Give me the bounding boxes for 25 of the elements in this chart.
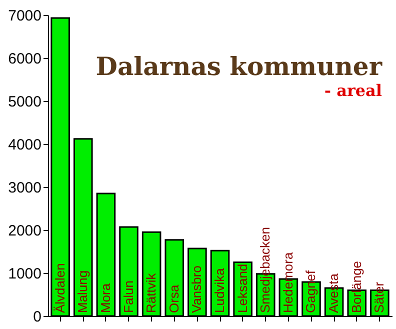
y-tick-label: 1000 (8, 266, 42, 282)
x-tick-label: Malung (75, 270, 90, 313)
y-tick-label: 0 (33, 308, 42, 326)
y-tick-label: 4000 (8, 136, 42, 154)
x-tick-label: Mora (98, 282, 113, 313)
y-tick-label: 5000 (8, 94, 42, 110)
x-tick-label: Rättvik (144, 272, 159, 313)
text: - areal (324, 81, 382, 100)
x-tick-label: Gagnef (303, 270, 318, 313)
x-tick-label: Falun (120, 280, 136, 313)
x-tick-label: Leksand (234, 264, 250, 313)
x-tick-label: Säter (372, 281, 387, 313)
x-tick-label: Borlänge (348, 260, 364, 313)
x-tick-label: Älvdalen (52, 263, 68, 313)
y-tick-label: 7000 (8, 8, 42, 24)
x-tick-label: Smedjebacken (258, 227, 273, 313)
x-tick-label: Orsa (166, 284, 182, 313)
y-tick-label: 2000 (8, 222, 42, 240)
x-tick-label: Hedemora (280, 252, 296, 313)
x-tick-label: Avesta (326, 272, 342, 313)
x-tick-label: Vansbro (189, 266, 204, 313)
y-tick-label: 3000 (8, 180, 42, 196)
y-tick-label: 6000 (8, 50, 42, 68)
x-tick-label: Ludvika (212, 267, 227, 313)
text: Dalarnas kommuner (96, 52, 383, 81)
